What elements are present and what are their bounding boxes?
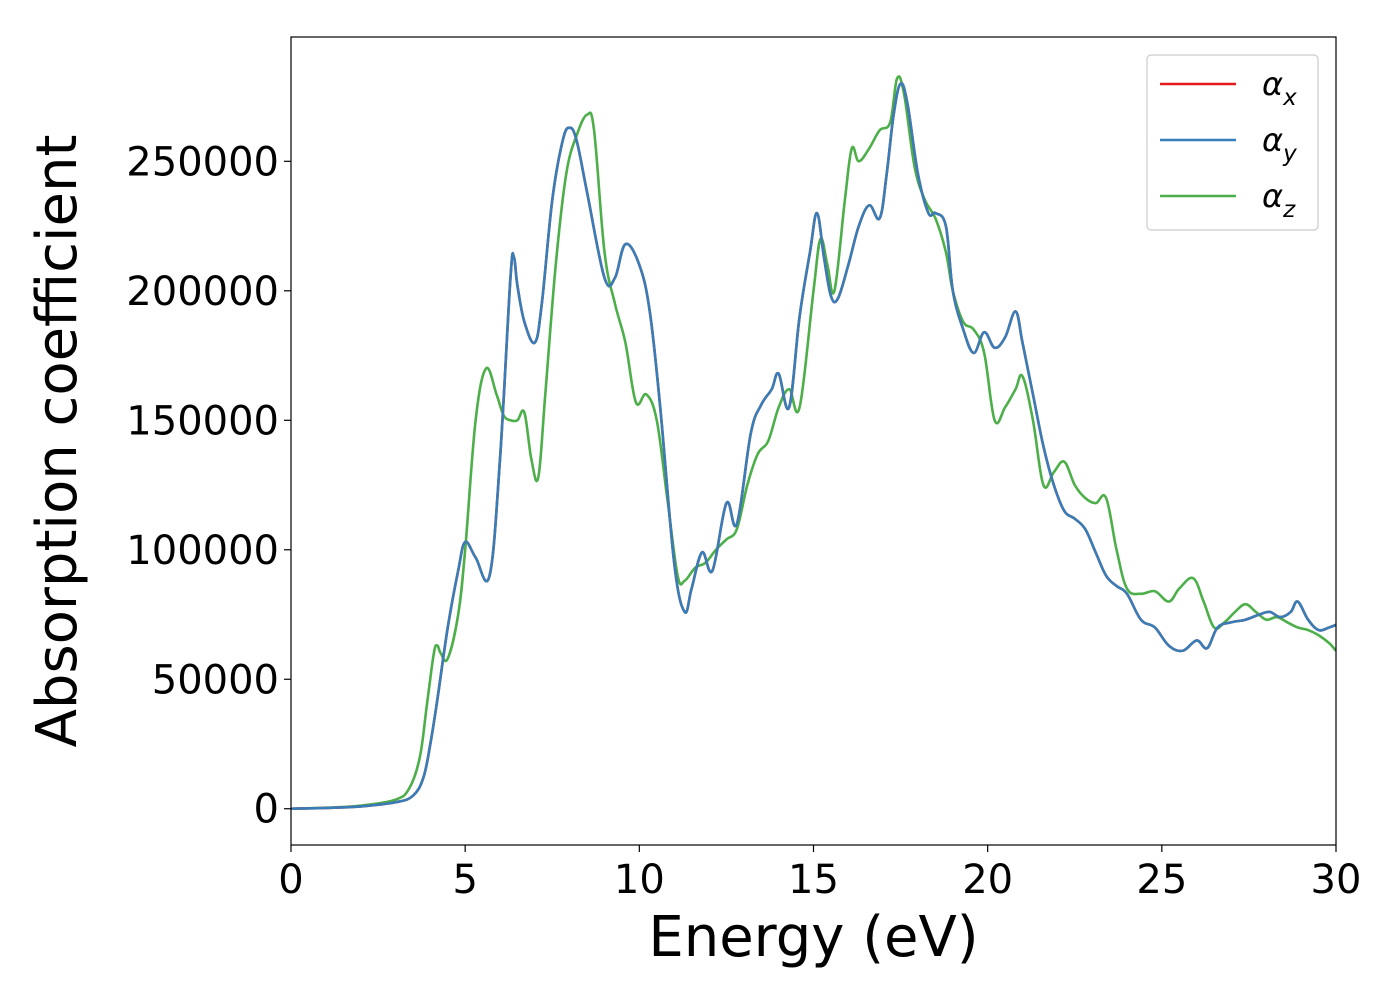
y-tick-label: 200000 bbox=[126, 269, 279, 315]
series-line-alpha-y bbox=[291, 82, 1336, 811]
x-axis-label: Energy (eV) bbox=[648, 905, 978, 970]
legend: αx αy αz bbox=[1146, 54, 1319, 231]
y-tick-label: 100000 bbox=[126, 528, 279, 574]
x-tick-label: 20 bbox=[962, 857, 1013, 903]
x-tick-label: 10 bbox=[614, 857, 665, 903]
y-tick-label: 150000 bbox=[126, 398, 279, 444]
x-tick-label: 5 bbox=[452, 857, 477, 903]
legend-box bbox=[1146, 54, 1319, 231]
legend-label-alpha-x: αx bbox=[1262, 65, 1297, 111]
x-tick-label: 25 bbox=[1136, 857, 1187, 903]
legend-label-alpha-z: αz bbox=[1262, 177, 1296, 223]
y-axis-label: Absorption coefficient bbox=[25, 135, 90, 748]
ticks-layer: 0 5 10 15 20 25 30 0 50000 100000 150000 200000 2500… bbox=[126, 139, 1361, 903]
x-tick-label: 30 bbox=[1311, 857, 1362, 903]
x-tick-label: 15 bbox=[788, 857, 839, 903]
series-layer bbox=[291, 75, 1336, 811]
y-tick-label: 250000 bbox=[126, 139, 279, 185]
y-tick-label: 0 bbox=[254, 787, 279, 833]
x-tick-label: 0 bbox=[278, 857, 303, 903]
legend-label-alpha-y: αy bbox=[1262, 121, 1297, 167]
plot-frame bbox=[290, 36, 1337, 846]
y-tick-label: 50000 bbox=[152, 657, 279, 703]
